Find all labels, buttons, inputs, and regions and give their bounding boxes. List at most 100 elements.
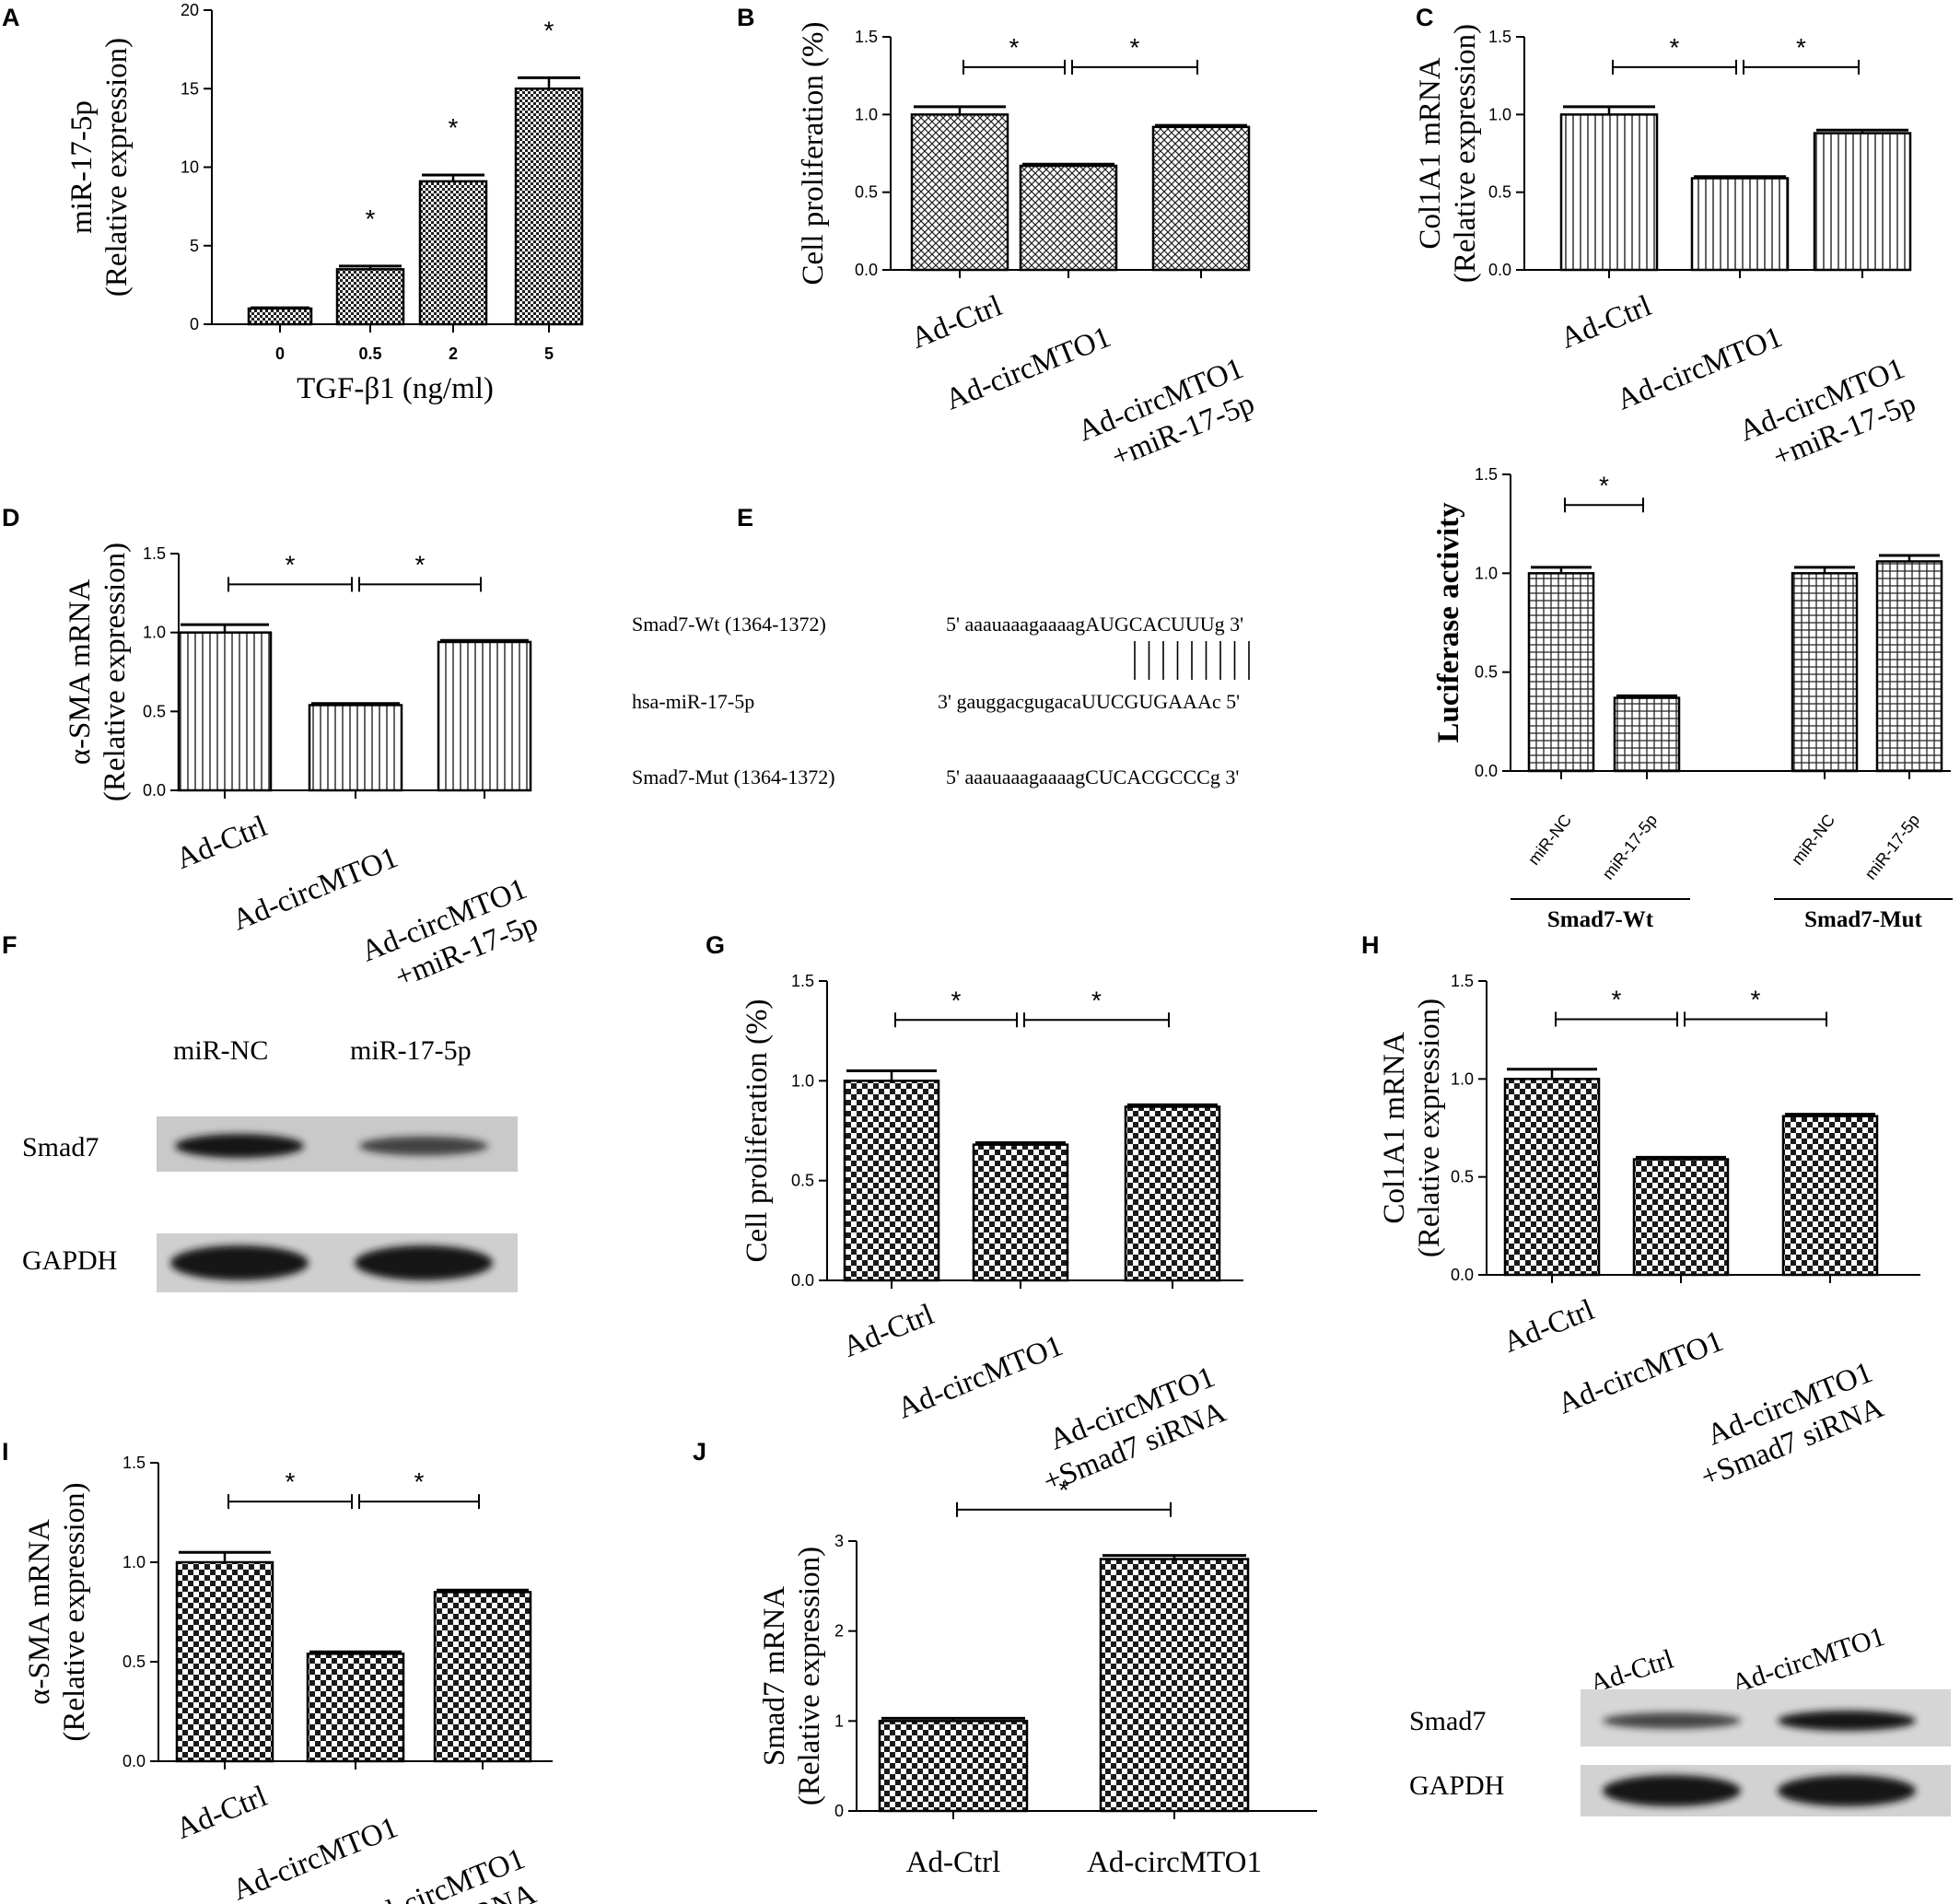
blot-lane-label: miR-17-5p: [350, 1035, 472, 1066]
bar: [1875, 560, 1943, 773]
bar: [1151, 125, 1251, 272]
y-tick-label: 0.5: [143, 702, 166, 720]
y-tick-label: 2: [834, 1622, 844, 1641]
chart-e-luciferase: 0.0 0.5 1.0 1.5 Luciferase activity miR-NC miR…: [1432, 465, 1953, 932]
y-axis-label: Col1A1 mRNA: [1378, 1032, 1411, 1223]
y-tick-label: 1.5: [791, 972, 814, 990]
chart-d: 0.0 0.5 1.0 1.5 α-SMA mRNA (Relative expressi…: [64, 543, 542, 995]
blot-row-label: Smad7: [1409, 1706, 1486, 1736]
chart-c: 0.0 0.5 1.0 1.5 Col1A1 mRNA (Relative express…: [1414, 24, 1920, 474]
y-tick-label: 1.0: [122, 1553, 146, 1571]
x-tick-label: miR-NC: [1788, 811, 1838, 869]
bar: [1690, 177, 1790, 272]
y-axis-label: (Relative expression): [58, 1482, 91, 1741]
significance-star: *: [1130, 33, 1140, 62]
y-tick-label: 0.0: [791, 1271, 814, 1290]
protein-band: [1603, 1775, 1741, 1806]
bar: [972, 1143, 1069, 1282]
significance-star: *: [1599, 471, 1609, 499]
significance-star: *: [286, 1467, 296, 1496]
sequence-text: 3' gauggacgugacaUUCGUGAAAc 5': [938, 690, 1240, 713]
y-axis-label: Cell proliferation (%): [741, 999, 774, 1263]
x-tick-label: Ad-circMTO1: [892, 1329, 1068, 1426]
significance-star: *: [449, 113, 459, 142]
bar: [1019, 164, 1118, 272]
y-tick-label: 0.0: [1451, 1266, 1474, 1284]
y-tick-label: 0.5: [122, 1653, 146, 1671]
blot-row-label: Smad7: [22, 1132, 99, 1162]
y-tick-label: 0.0: [143, 781, 166, 800]
sequence-alignment: Smad7-Wt (1364-1372) 5' aaauaaagaaaagAUG…: [632, 613, 1250, 788]
sequence-name: hsa-miR-17-5p: [632, 690, 754, 713]
protein-band: [175, 1134, 304, 1158]
y-tick-label: 1.0: [1475, 564, 1498, 582]
y-tick-label: 20: [181, 1, 199, 19]
y-tick-label: 10: [181, 158, 199, 177]
significance-star: *: [1091, 986, 1102, 1014]
y-axis-label: Col1A1 mRNA: [1414, 57, 1447, 249]
x-tick-label: Ad-Ctrl: [906, 289, 1007, 356]
y-tick-label: 0.0: [1475, 762, 1498, 780]
y-tick-label: 0.5: [1475, 663, 1498, 682]
significance-star: *: [1751, 985, 1761, 1013]
x-tick-label: Ad-circMTO1: [228, 841, 402, 938]
x-axis-label: TGF-β1 (ng/ml): [297, 372, 494, 405]
panel-label-a: A: [2, 4, 20, 31]
y-tick-label: 3: [834, 1532, 844, 1550]
bar: [1124, 1105, 1221, 1282]
x-tick-label: 0: [275, 345, 285, 363]
western-blot-j: Ad-Ctrl Ad-circMTO1 Smad7 GAPDH: [1409, 1621, 1951, 1816]
y-axis-label: Cell proliferation (%): [797, 22, 830, 286]
y-axis-label: (Relative expression): [100, 38, 134, 297]
panel-label-h: H: [1361, 931, 1380, 959]
y-tick-label: 1.5: [1475, 465, 1498, 484]
significance-star: *: [1796, 33, 1806, 62]
significance-star: *: [544, 16, 554, 44]
y-tick-label: 1: [834, 1711, 844, 1730]
y-tick-label: 0: [190, 315, 199, 333]
panel-label-b: B: [737, 4, 755, 31]
significance-star: *: [366, 204, 376, 233]
panel-label-e: E: [737, 504, 753, 531]
y-axis-label: (Relative expression): [793, 1547, 826, 1805]
y-tick-label: 1.0: [855, 105, 878, 123]
y-axis-label: miR-17-5p: [65, 100, 99, 234]
y-axis-label: α-SMA mRNA: [23, 1519, 56, 1705]
x-tick-label: Ad-Ctrl: [171, 1780, 272, 1846]
panel-label-j: J: [693, 1438, 706, 1466]
significance-star: *: [1612, 985, 1622, 1013]
y-tick-label: 1.5: [1451, 972, 1474, 990]
protein-band: [1778, 1775, 1916, 1806]
chart-a: 0 5 10 15 20 miR-17-5p (Relative expression) 0 0…: [65, 1, 584, 405]
blot-row-label: GAPDH: [1409, 1770, 1504, 1801]
panel-label-c: C: [1416, 4, 1434, 31]
panel-label-f: F: [2, 931, 18, 959]
group-label: Smad7-Mut: [1804, 907, 1922, 932]
bar: [1781, 1115, 1879, 1277]
y-axis-label: (Relative expression): [1413, 999, 1446, 1257]
bar: [306, 1653, 405, 1763]
x-tick-label: Ad-Ctrl: [171, 810, 272, 876]
significance-star: *: [1009, 33, 1020, 62]
y-tick-label: 1.0: [143, 624, 166, 642]
x-tick-label: Ad-Ctrl: [1556, 289, 1656, 356]
y-tick-label: 1.5: [1488, 28, 1511, 46]
chart-j: 0 1 2 3 Smad7 mRNA (Relative expression) Ad-Ct…: [758, 1476, 1317, 1879]
protein-band: [1778, 1711, 1916, 1731]
y-tick-label: 1.0: [1451, 1069, 1474, 1088]
chart-i: 0.0 0.5 1.0 1.5 α-SMA mRNA (Relative expressi…: [23, 1454, 553, 1904]
bar: [177, 631, 273, 792]
y-axis-label: (Relative expression): [1449, 24, 1482, 283]
sequence-text: 5' aaauaaagaaaagCUCACGCCCg 3': [946, 765, 1239, 788]
bar: [843, 1080, 940, 1282]
sequence-name: Smad7-Mut (1364-1372): [632, 765, 835, 788]
x-tick-label: 5: [544, 345, 554, 363]
bar: [247, 307, 313, 326]
blot-row-label: GAPDH: [22, 1245, 117, 1276]
group-label: Smad7-Wt: [1547, 907, 1654, 932]
y-tick-label: 0.5: [1451, 1168, 1474, 1186]
y-axis-label: Smad7 mRNA: [758, 1586, 791, 1766]
y-tick-label: 5: [190, 237, 199, 255]
y-tick-label: 1.5: [143, 544, 166, 563]
bar: [1613, 696, 1681, 773]
